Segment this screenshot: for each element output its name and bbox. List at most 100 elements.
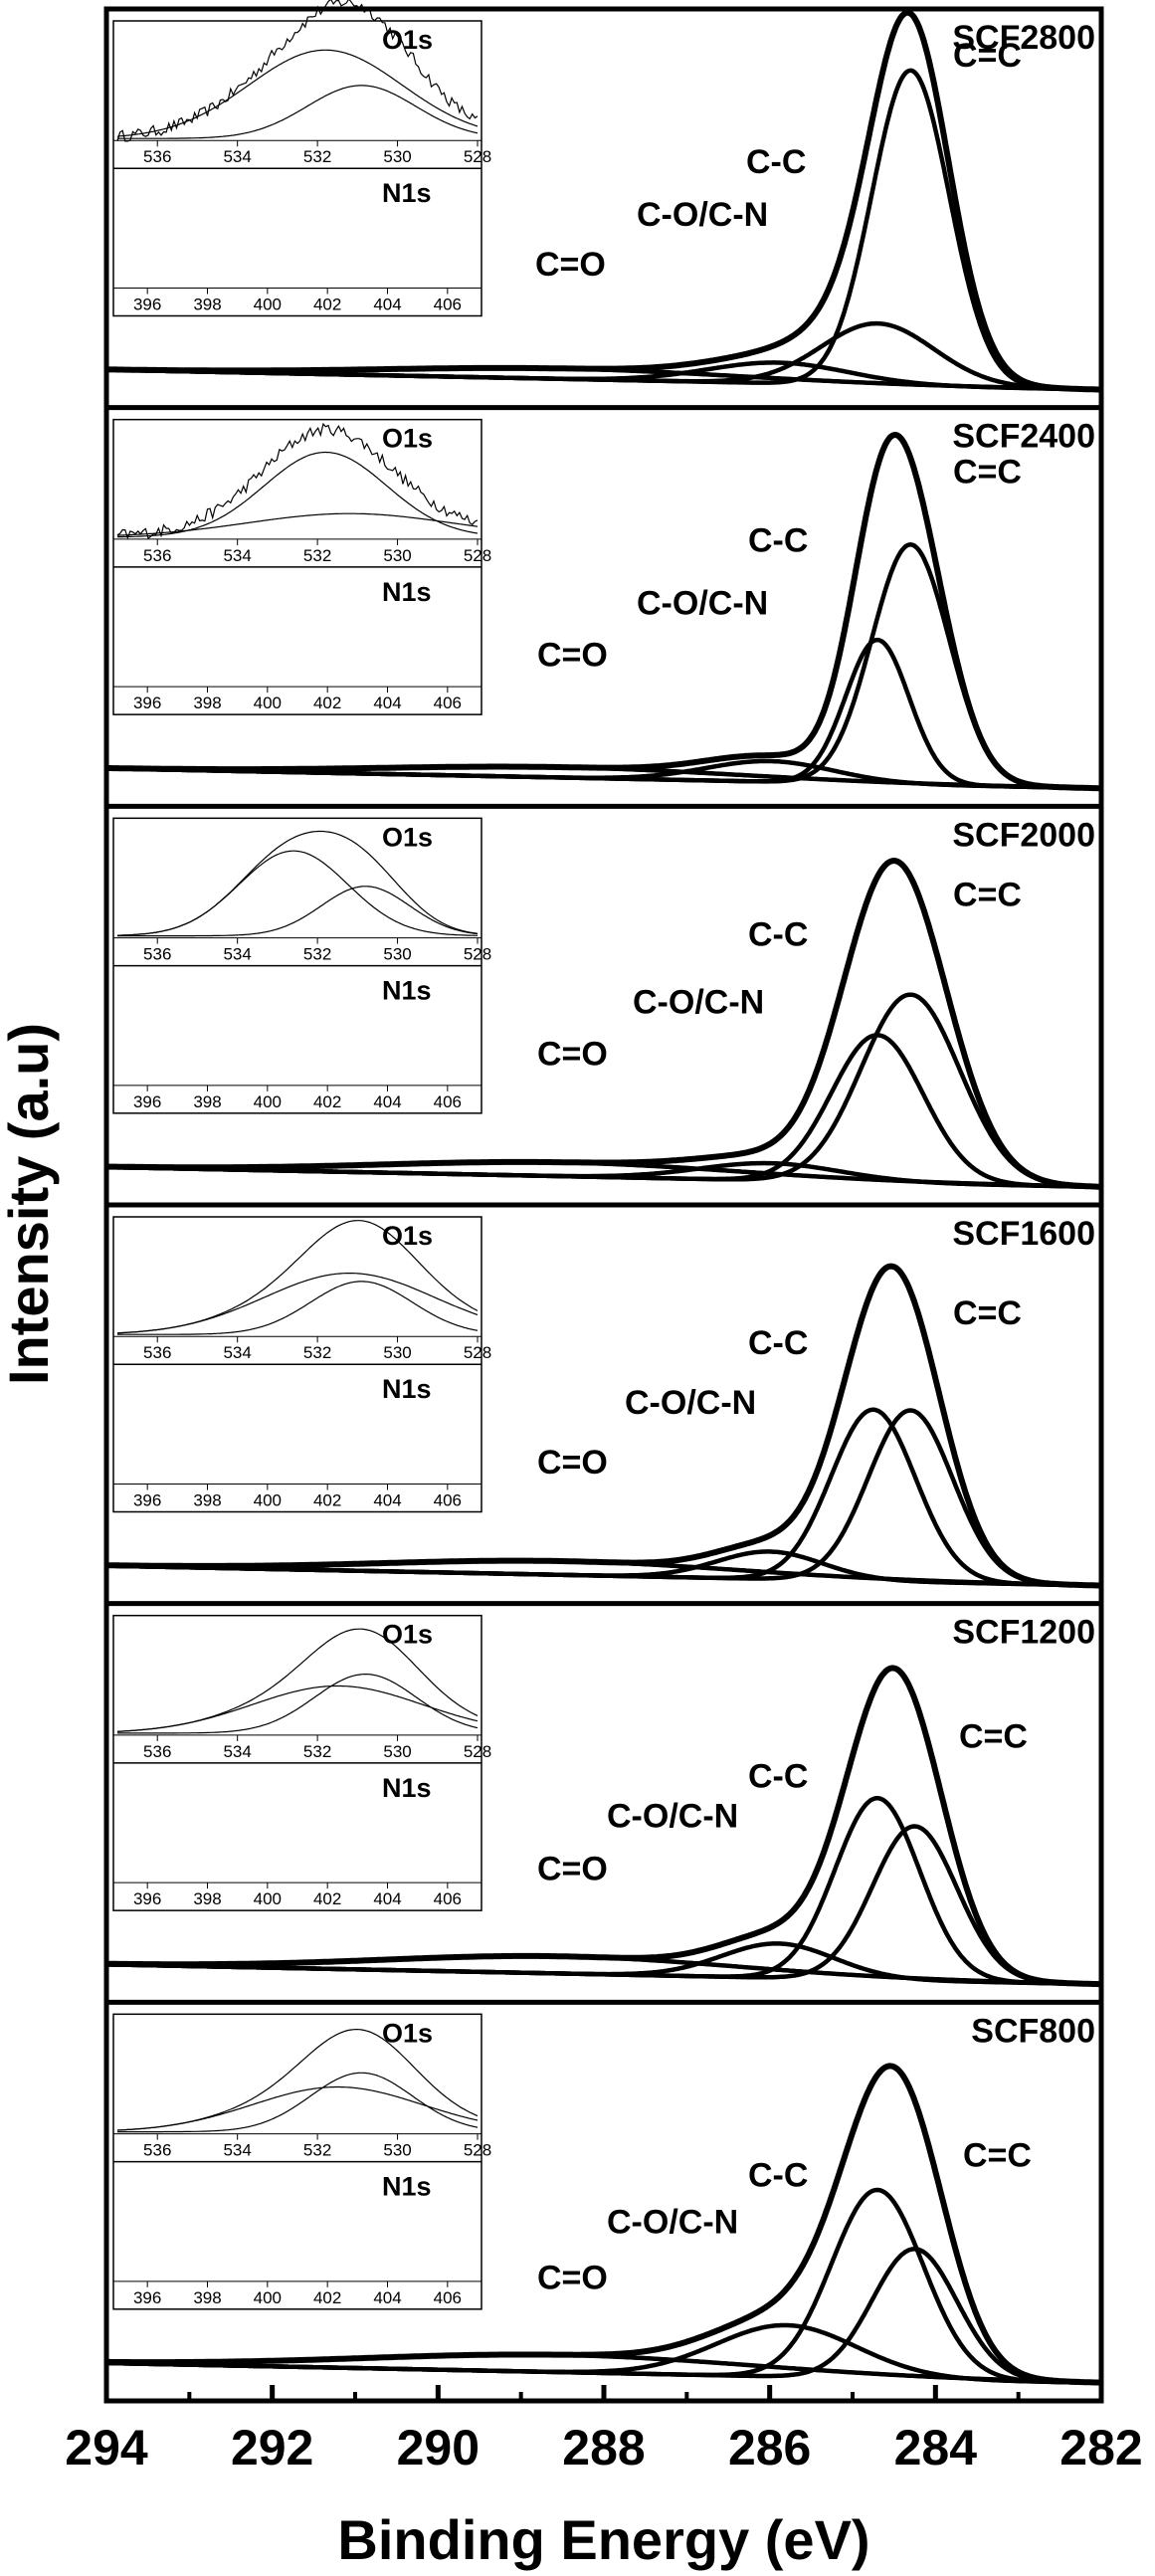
inset-tick-label: 406 (434, 1889, 462, 1908)
panel-scf2000: SCF2000 C=C C-C C-O/C-N C=O 536 534 532 530 528 O1… (104, 803, 1103, 1190)
x-tick-label: 290 (397, 2420, 480, 2476)
inset-tick-label: 528 (464, 147, 491, 166)
inset-tick-label: 528 (464, 2141, 491, 2160)
panel-scf800: SCF800 C=C C-C C-O/C-N C=O 536 534 532 530 528 O1s… (104, 1999, 1103, 2386)
peak-label-c-double-c: C=C (959, 1718, 1028, 1756)
inset-tick-label: 532 (303, 1343, 331, 1362)
inset-component-curve (117, 1281, 479, 1335)
peak-label-c-double-o: C=O (537, 1035, 608, 1073)
x-tick-label: 288 (562, 2420, 645, 2476)
peak-label-c-double-c: C=C (953, 1294, 1022, 1332)
inset-title-o1s: O1s (382, 2018, 433, 2048)
peak-label-c-double-o: C=O (537, 637, 608, 675)
inset-tick-label: 534 (223, 2141, 251, 2160)
inset-tick-label: 530 (383, 147, 411, 166)
envelope-curve (104, 858, 1103, 1190)
inset-tick-label: 532 (303, 546, 331, 565)
y-axis-label: Intensity (a.u) (0, 1023, 60, 1385)
inset-tick-label: 404 (373, 1889, 401, 1908)
inset-tick-label: 532 (303, 1742, 331, 1761)
peak-label-c-c: C-C (746, 143, 806, 181)
sample-label: SCF1200 (952, 1614, 1095, 1652)
inset-envelope-curve (116, 1220, 479, 1334)
peak-label-c-o: C-O/C-N (607, 2203, 738, 2241)
inset-tick-label: 400 (254, 694, 282, 712)
inset-tick-label: 534 (223, 147, 251, 166)
sample-label: SCF1600 (952, 1215, 1095, 1253)
inset-scf1200: 536 534 532 530 528 O1s 396 398 400 402 404 406 N1s (112, 1614, 491, 1911)
inset-tick-label: 406 (434, 2288, 462, 2307)
inset-tick-label: 400 (254, 295, 282, 313)
inset-tick-label: 402 (313, 694, 341, 712)
inset-tick-label: 530 (383, 2141, 411, 2160)
inset-tick-label: 400 (254, 2288, 282, 2307)
x-tick-label: 284 (894, 2420, 978, 2476)
inset-tick-label: 536 (143, 147, 171, 166)
x-tick-label: 294 (65, 2420, 148, 2476)
inset-envelope-curve (116, 1628, 479, 1732)
inset-envelope-curve (117, 830, 479, 936)
panel-scf1600: SCF1600 C=C C-C C-O/C-N C=O 536 534 532 530 528 O1… (104, 1202, 1103, 1589)
inset-title-n1s: N1s (382, 2172, 432, 2202)
inset-tick-label: 534 (223, 945, 251, 964)
inset-tick-label: 402 (313, 1092, 341, 1111)
peak-label-c-double-o: C=O (537, 1851, 608, 1888)
inset-component-curve (116, 451, 479, 538)
inset-scf2000: 536 534 532 530 528 O1s 396 398 400 402 404 406 N1s (112, 817, 491, 1114)
inset-tick-label: 404 (373, 1092, 401, 1111)
inset-envelope-curve (116, 0, 479, 142)
inset-tick-label: 528 (464, 546, 491, 565)
inset-tick-label: 402 (313, 1889, 341, 1908)
inset-tick-label: 398 (193, 2288, 221, 2307)
peak-label-c-double-o: C=O (537, 2259, 608, 2296)
inset-tick-label: 532 (303, 2141, 331, 2160)
inset-title-o1s: O1s (382, 1221, 433, 1251)
peak-label-c-o: C-O/C-N (625, 1384, 756, 1422)
inset-tick-label: 402 (313, 1490, 341, 1509)
envelope-curve (104, 9, 1103, 393)
inset-scf1600: 536 534 532 530 528 O1s 396 398 400 402 404 406 N1s (112, 1216, 491, 1513)
peak-label-c-double-c: C=C (963, 2136, 1032, 2174)
inset-tick-label: 406 (434, 295, 462, 313)
peak-label-c-o: C-O/C-N (637, 196, 768, 234)
envelope-curve (104, 1263, 1103, 1589)
sample-label: SCF2400 (952, 418, 1095, 456)
inset-tick-label: 398 (193, 1889, 221, 1908)
inset-title-n1s: N1s (382, 178, 432, 208)
x-axis: 294 292 290 288 286 284 282 (65, 2385, 1143, 2476)
inset-envelope-curve (116, 2028, 479, 2131)
peak-label-c-c: C-C (748, 1324, 808, 1362)
inset-title-o1s: O1s (382, 822, 433, 852)
peak-label-c-c: C-C (748, 522, 808, 560)
inset-tick-label: 406 (434, 694, 462, 712)
peak-label-c-o: C-O/C-N (633, 983, 764, 1021)
sample-label: SCF2000 (952, 816, 1095, 854)
x-tick-label: 282 (1059, 2420, 1142, 2476)
inset-tick-label: 400 (254, 1889, 282, 1908)
x-tick-label: 286 (728, 2420, 811, 2476)
inset-component-curve (117, 2072, 479, 2133)
inset-title-o1s: O1s (382, 424, 433, 454)
inset-envelope-curve (116, 422, 479, 540)
inset-tick-label: 530 (383, 546, 411, 565)
x-axis-label: Binding Energy (eV) (337, 2508, 869, 2571)
peak-label-c-double-c: C=C (953, 37, 1022, 75)
inset-tick-label: 404 (373, 694, 401, 712)
inset-title-n1s: N1s (382, 577, 432, 607)
inset-tick-label: 400 (254, 1092, 282, 1111)
inset-tick-label: 404 (373, 2288, 401, 2307)
peak-label-c-double-c: C=C (953, 454, 1022, 492)
envelope-curve (104, 1665, 1103, 1988)
inset-tick-label: 398 (193, 1092, 221, 1111)
inset-component-curve (117, 512, 479, 536)
inset-tick-label: 406 (434, 1490, 462, 1509)
sample-label: SCF2800 (952, 19, 1095, 57)
inset-tick-label: 536 (143, 1343, 171, 1362)
inset-tick-label: 396 (133, 694, 161, 712)
peak-label-c-o: C-O/C-N (607, 1798, 738, 1836)
envelope-curve (104, 2063, 1103, 2386)
inset-tick-label: 396 (133, 1092, 161, 1111)
